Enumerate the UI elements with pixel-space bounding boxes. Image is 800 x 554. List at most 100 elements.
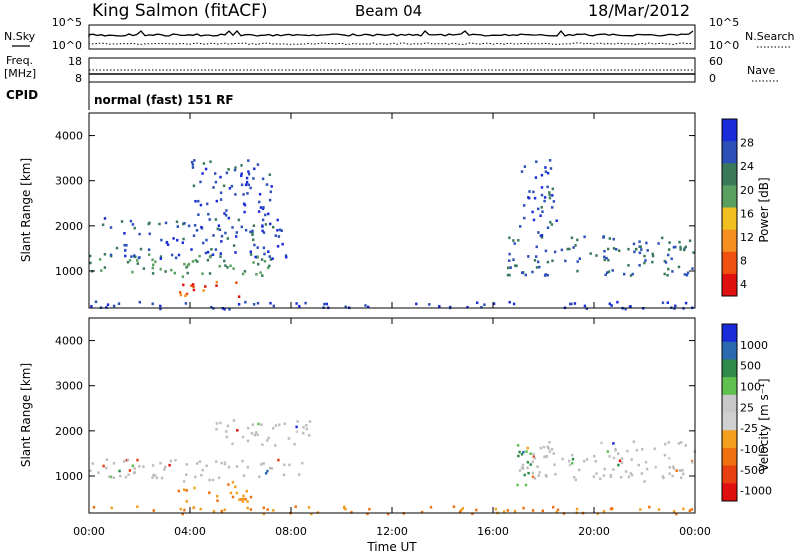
range-cell [532, 218, 536, 222]
x-tick-label: 16:00 [477, 525, 509, 538]
range-cell [173, 271, 176, 275]
range-cell [607, 270, 611, 273]
range-cell [663, 453, 667, 457]
range-cell [523, 204, 526, 207]
range-cell [608, 302, 611, 306]
range-cell [214, 172, 217, 175]
range-cell [476, 301, 479, 305]
colorbar-tick-label: -500 [740, 464, 765, 477]
range-cell [544, 170, 548, 173]
range-cell [267, 250, 270, 253]
range-cell [480, 306, 483, 309]
range-cell [677, 442, 680, 445]
range-cell [667, 441, 670, 444]
range-cell [249, 508, 253, 511]
range-cell [278, 423, 281, 427]
range-cell [288, 463, 291, 467]
colorbar-frame [721, 118, 738, 297]
colorbar-swatch [722, 324, 737, 343]
range-cell [305, 424, 308, 427]
range-cell [624, 470, 628, 473]
range-cell [251, 233, 254, 236]
range-cell [691, 267, 694, 270]
range-cell [616, 300, 619, 304]
range-cell [244, 183, 248, 187]
range-cell [97, 471, 100, 474]
range-cell [261, 274, 264, 277]
range-cell [190, 248, 193, 251]
range-cell [483, 303, 486, 306]
range-cell [244, 497, 247, 501]
range-cell [185, 473, 188, 476]
range-cell [428, 303, 431, 306]
range-cell [508, 273, 511, 277]
range-cell [259, 206, 263, 209]
range-cell [252, 224, 256, 227]
range-cell [276, 218, 279, 222]
range-cell [245, 180, 249, 184]
range-cell [553, 463, 556, 466]
range-cell [282, 473, 286, 477]
range-cell [179, 291, 182, 294]
range-cell [543, 196, 547, 199]
freq-label: Freq. [6, 54, 33, 67]
range-cell [663, 259, 666, 263]
range-cell [550, 448, 554, 451]
range-cell [235, 235, 238, 238]
range-cell [244, 300, 247, 304]
range-cell [123, 243, 126, 247]
range-cell [555, 510, 558, 514]
range-cell [229, 491, 233, 495]
range-cell [208, 218, 211, 221]
range-cell [267, 212, 270, 216]
range-cell [109, 253, 113, 257]
range-cell [212, 186, 215, 189]
range-cell [603, 467, 606, 471]
range-cell [585, 458, 589, 461]
colorbar-tick-label: 4 [740, 278, 747, 291]
range-cell [247, 183, 250, 187]
range-cell [245, 176, 249, 180]
range-cell [548, 191, 551, 194]
range-cell [661, 301, 665, 305]
range-cell [606, 450, 609, 453]
range-cell [554, 473, 557, 476]
range-cell [237, 218, 241, 222]
range-cell [526, 466, 529, 470]
range-cell [546, 185, 549, 189]
range-cell [204, 251, 208, 255]
range-cell [241, 459, 244, 463]
range-cell [620, 457, 624, 460]
range-cell [648, 505, 651, 509]
range-cell [181, 241, 184, 244]
range-cell [260, 423, 263, 426]
range-cell [281, 242, 284, 246]
velocity-panel: 1000 2000 3000 4000 Slant Range [km] 1000 50… [19, 317, 772, 516]
x-tick-label: 12:00 [376, 525, 408, 538]
range-cell [231, 480, 235, 484]
range-cell [535, 266, 539, 269]
range-cell [253, 167, 256, 171]
range-cell [223, 461, 227, 464]
range-cell [252, 261, 255, 264]
range-cell [605, 256, 608, 260]
range-cell [216, 494, 219, 498]
range-cell [169, 459, 173, 463]
range-cell [679, 245, 682, 249]
range-cell [257, 422, 260, 426]
y-tick-label: 3000 [55, 380, 83, 393]
range-cell [644, 259, 647, 262]
range-cell [133, 467, 136, 470]
range-cell [607, 258, 610, 262]
range-cell [285, 255, 288, 259]
range-cell [544, 166, 547, 169]
range-cell [387, 512, 390, 516]
range-cell [295, 302, 298, 305]
range-cell [226, 266, 229, 269]
range-cell [540, 193, 544, 197]
range-cell [120, 220, 124, 223]
range-cell [325, 302, 328, 306]
range-cell [593, 454, 596, 458]
range-cell [607, 247, 610, 251]
range-cell [612, 237, 615, 241]
